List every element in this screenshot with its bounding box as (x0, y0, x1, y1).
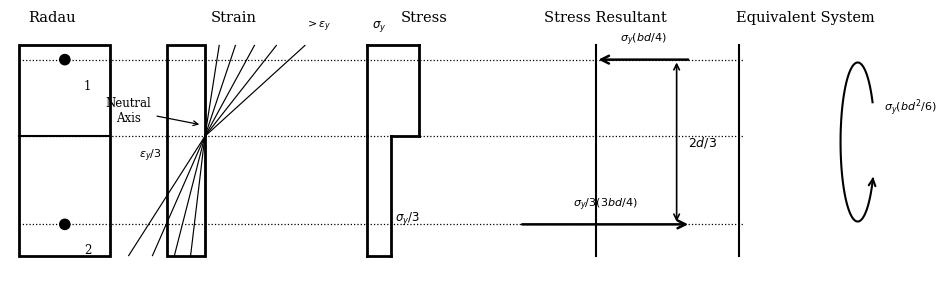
Ellipse shape (60, 55, 69, 65)
Text: Equivalent System: Equivalent System (735, 11, 874, 25)
Bar (167, 45, 205, 256)
Text: 1: 1 (84, 80, 91, 93)
Text: $> \varepsilon_y$: $> \varepsilon_y$ (305, 19, 331, 34)
Text: 2: 2 (84, 244, 91, 257)
Text: Stress Resultant: Stress Resultant (544, 11, 665, 25)
Ellipse shape (60, 219, 69, 229)
Text: $\sigma_y/3(3bd/4)$: $\sigma_y/3(3bd/4)$ (572, 197, 637, 213)
Text: $\sigma_y/3$: $\sigma_y/3$ (395, 210, 420, 227)
Text: $\varepsilon_y/3$: $\varepsilon_y/3$ (139, 148, 162, 164)
Text: $\sigma_y$: $\sigma_y$ (371, 19, 386, 34)
Text: Radau: Radau (29, 11, 76, 25)
Text: Strain: Strain (210, 11, 256, 25)
Text: $2d/3$: $2d/3$ (687, 135, 716, 149)
Text: $\sigma_y(bd/4)$: $\sigma_y(bd/4)$ (620, 32, 665, 48)
Bar (19, 45, 109, 256)
Text: Stress: Stress (400, 11, 447, 25)
Text: Neutral
Axis: Neutral Axis (106, 97, 198, 126)
Text: $\sigma_y(bd^2/6)$: $\sigma_y(bd^2/6)$ (883, 97, 936, 118)
